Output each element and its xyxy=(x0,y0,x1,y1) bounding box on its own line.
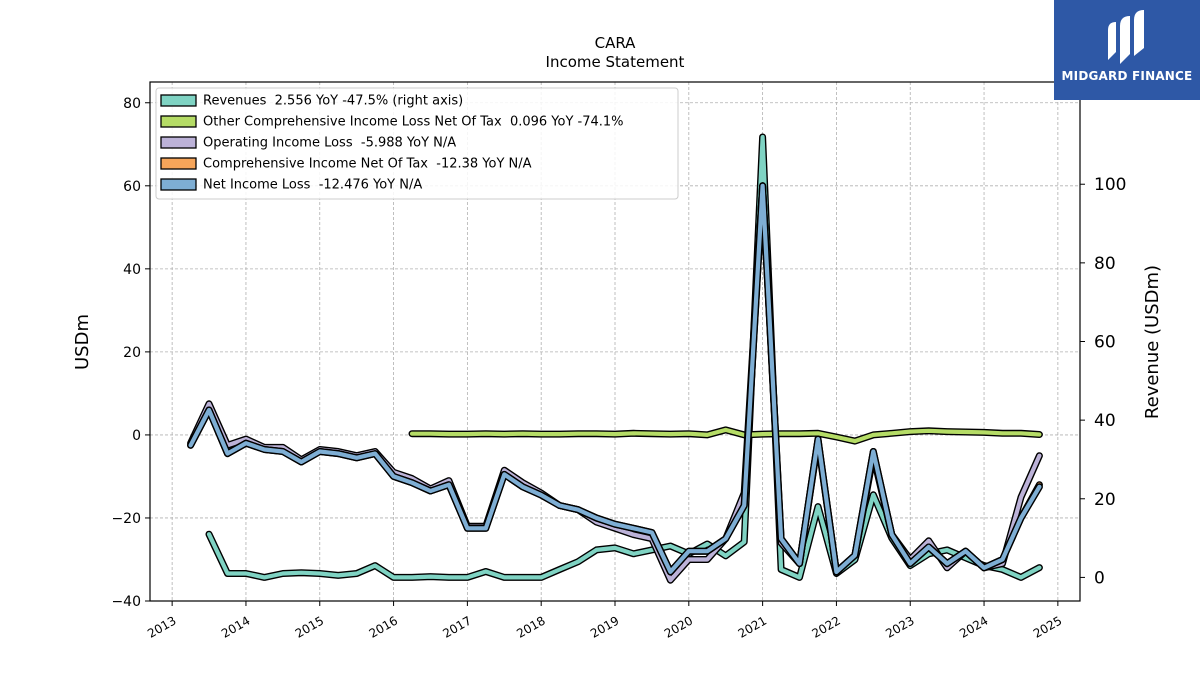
y-tick-label-left: −20 xyxy=(111,511,141,527)
legend-swatch xyxy=(160,178,197,191)
series-line xyxy=(409,427,1042,444)
y-tick-label-left: −40 xyxy=(111,594,141,610)
y-tick-label-left: 60 xyxy=(123,179,141,195)
chart-subtitle: Income Statement xyxy=(546,53,685,71)
y-tick-label-left: 80 xyxy=(123,96,141,112)
chart-title: CARA xyxy=(595,34,637,52)
y-tick-label-right: 20 xyxy=(1094,490,1116,510)
legend: Revenues 2.556 YoY -47.5% (right axis) Ot… xyxy=(155,87,679,200)
y-tick-label-left: 0 xyxy=(132,428,141,444)
logo-brand-name: MIDGARD FINANCE xyxy=(1061,69,1193,83)
y-axis-label-left: USDm xyxy=(72,314,93,370)
y-tick-label-left: 40 xyxy=(123,262,141,278)
y-tick-label-right: 60 xyxy=(1094,333,1116,353)
y-tick-label-right: 100 xyxy=(1094,175,1126,195)
legend-swatch xyxy=(160,136,197,149)
y-tick-label-left: 20 xyxy=(123,345,141,361)
legend-label: Net Income Loss -12.476 YoY N/A xyxy=(203,178,422,193)
midgard-logo-icon xyxy=(1108,10,1144,64)
legend-label: Operating Income Loss -5.988 YoY N/A xyxy=(203,136,456,151)
legend-box xyxy=(155,87,679,200)
legend-swatch xyxy=(160,115,197,128)
legend-label: Revenues 2.556 YoY -47.5% (right axis) xyxy=(203,94,463,109)
legend-label: Other Comprehensive Income Loss Net Of T… xyxy=(203,115,624,130)
y-tick-label-right: 80 xyxy=(1094,254,1116,274)
y-tick-label-right: 40 xyxy=(1094,411,1116,431)
series-line xyxy=(188,183,1042,575)
y-tick-label-right: 0 xyxy=(1094,568,1105,588)
legend-swatch xyxy=(160,157,197,170)
legend-swatch xyxy=(160,94,197,107)
legend-label: Comprehensive Income Net Of Tax -12.38 Y… xyxy=(203,157,532,172)
series-lines xyxy=(187,133,1043,584)
y-axis-label-right: Revenue (USDm) xyxy=(1142,265,1163,419)
midgard-finance-logo: MIDGARD FINANCE xyxy=(1054,0,1200,100)
